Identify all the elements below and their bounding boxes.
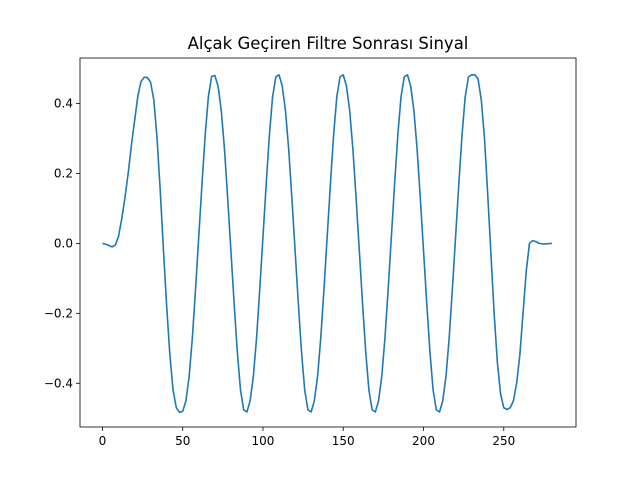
x-tick-label: 0: [99, 434, 107, 448]
x-tick-label: 100: [252, 434, 275, 448]
series-layer: [102, 73, 552, 414]
y-tick-label: 0.0: [54, 236, 73, 250]
x-tick-label: 200: [412, 434, 435, 448]
y-tick-label: −0.2: [44, 306, 73, 320]
series-line-0: [102, 73, 552, 414]
y-tick-label: −0.4: [44, 376, 73, 390]
axes-frame: [79, 57, 577, 428]
x-axis: 0 50 100 150 200 250: [99, 427, 515, 448]
y-axis: −0.4 −0.2 0.0 0.2 0.4: [44, 96, 80, 390]
x-tick-label: 50: [175, 434, 190, 448]
x-tick-label: 250: [492, 434, 515, 448]
x-tick-label: 150: [332, 434, 355, 448]
y-tick-label: 0.4: [54, 96, 73, 110]
chart-title: Alçak Geçiren Filtre Sonrası Sinyal: [188, 34, 469, 53]
y-tick-label: 0.2: [54, 166, 73, 180]
